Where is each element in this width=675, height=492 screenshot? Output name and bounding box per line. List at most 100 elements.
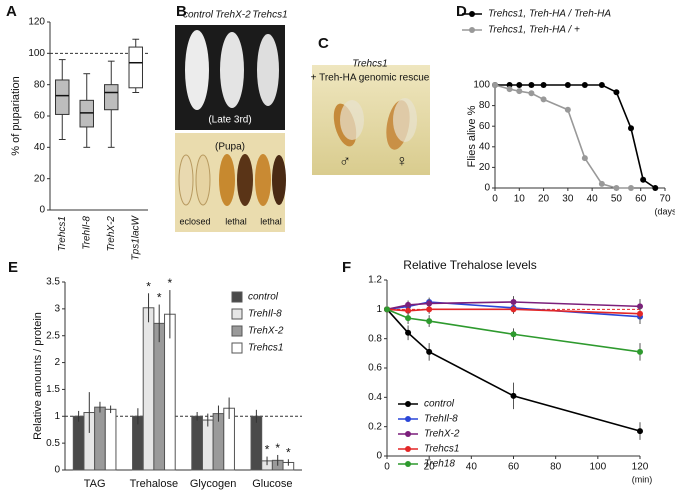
x-tick-label: 40 [466,462,478,473]
legend-label: Trehcs1 [424,444,459,455]
legend-label: control [248,292,279,303]
y-tick-label: 1 [54,411,60,422]
significance: * [157,291,162,305]
x-tick-label: 20 [538,194,550,205]
x-tick-label: Glucose [252,478,292,490]
point [405,301,412,308]
y-tick-label: 40 [479,141,491,152]
photo-caption: (Late 3rd) [208,115,251,126]
bar [212,413,225,471]
y-tick-label: 0 [39,205,45,216]
photo-label: eclosed [179,216,210,226]
significance: * [275,441,280,455]
x-tick-label: Trehalose [130,478,179,490]
legend-label: Treh18 [424,459,455,470]
point [613,185,620,191]
panel-letter: B [176,3,187,20]
point [405,307,412,314]
photo-caption: (Pupa) [215,142,245,153]
point [405,329,412,336]
y-axis-label: Flies alive % [466,105,478,167]
point [652,185,659,191]
panel-letter: D [456,3,467,20]
bar [104,408,117,471]
pupa [195,154,211,206]
larva [257,34,279,106]
x-tick-label: TrehIl-8 [81,216,92,250]
x-tick-label: 50 [611,194,623,205]
x-tick-label: Glycogen [190,478,236,490]
legend-label: TrehX-2 [248,326,284,337]
x-tick-label: TAG [84,478,106,490]
y-tick-label: 1.2 [368,275,382,286]
photo-subtitle: + Treh-HA genomic rescue [311,73,430,84]
point [581,155,588,162]
pupa [178,154,194,206]
point [506,82,513,88]
significance: * [286,445,291,459]
panel-letter: E [8,259,18,276]
legend-marker [469,11,475,17]
chart-title: Relative Trehalose levels [403,258,536,272]
point [516,82,523,88]
y-tick-label: 3.5 [46,277,60,288]
pupa [219,154,235,206]
bar [94,406,106,471]
bar [201,419,214,471]
box [104,84,119,111]
y-tick-label: 0.8 [368,333,382,344]
fly-wing [340,100,364,140]
legend-marker [405,446,411,452]
point [426,318,433,325]
y-tick-label: 1 [376,304,382,315]
x-axis-label: (min) [632,474,653,484]
legend-marker [469,27,475,33]
x-tick-label: 70 [659,194,671,205]
panel-letter: F [342,259,351,276]
legend-swatch [231,308,243,320]
y-tick-label: 60 [34,111,46,122]
symbol: ♀ [396,153,408,170]
y-tick-label: 100 [28,48,45,59]
point [637,310,643,317]
y-tick-label: 120 [28,17,45,28]
bar [250,415,263,471]
legend-marker [405,461,411,467]
point [581,82,588,88]
point [492,82,498,88]
point [516,88,523,95]
fly-wing [393,98,417,142]
y-tick-label: 2 [54,357,60,368]
bar [72,415,85,471]
larva [220,32,244,108]
x-tick-label: Trehcs1 [57,216,68,251]
x-tick-label: TrehX-2 [106,216,117,252]
x-tick-label: 100 [589,462,606,473]
legend-label: TrehIl-8 [248,309,282,320]
bar [153,322,166,471]
x-tick-label: 60 [508,462,520,473]
pupa [237,154,253,206]
x-tick-label: 80 [550,462,562,473]
point [426,306,433,313]
photo-title: Trehcs1 [352,59,387,70]
y-tick-label: 1.5 [46,384,60,395]
point [510,331,517,338]
y-tick-label: 80 [479,100,491,111]
y-tick-label: 0 [376,451,382,462]
series-line [495,84,656,189]
x-tick-label: 120 [632,462,649,473]
point [637,428,643,435]
point [640,176,647,183]
point [510,306,517,313]
x-tick-label: 10 [514,194,526,205]
legend-label: Trehcs1 [248,343,283,354]
legend-swatch [231,325,243,337]
photo-label: Trehcs1 [252,10,287,21]
y-tick-label: 3 [54,303,60,314]
significance: * [168,276,173,290]
x-tick-label: 60 [635,194,647,205]
bar [191,415,203,471]
pupa [255,154,271,206]
legend-label: TrehIl-8 [424,414,458,425]
